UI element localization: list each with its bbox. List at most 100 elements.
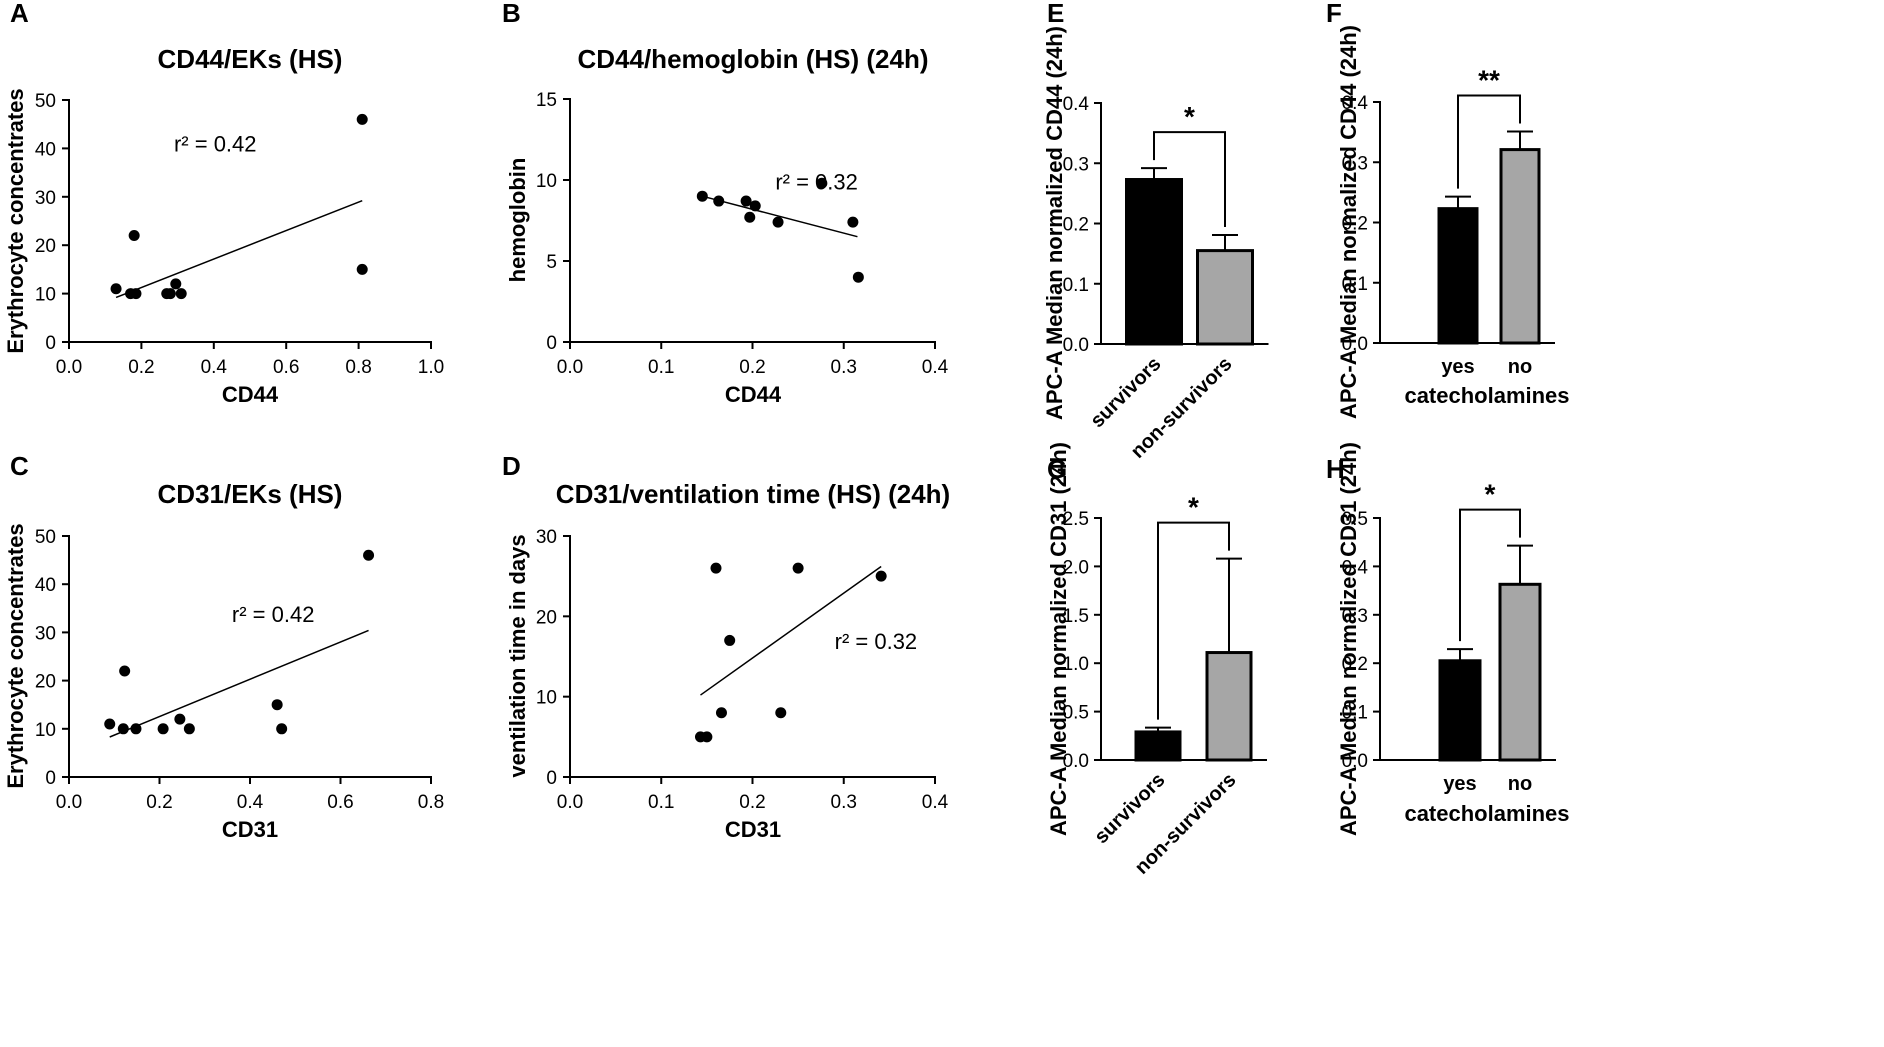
y-tick-label: 0.0 — [1342, 751, 1368, 772]
y-tick-label: 0.5 — [1342, 509, 1368, 530]
y-tick-label: 50 — [35, 91, 56, 112]
x-tick-label: 1.0 — [418, 357, 444, 378]
y-tick-label: 1.0 — [1063, 654, 1089, 675]
bar — [1125, 178, 1183, 346]
x-tick-label: 0.1 — [648, 792, 674, 813]
data-point — [164, 288, 176, 300]
panel-label: G — [1047, 454, 1067, 484]
y-tick-label: 0.0 — [1063, 751, 1089, 772]
y-tick-label: 1.5 — [1063, 606, 1089, 627]
r-squared-annotation: r² = 0.32 — [835, 629, 918, 654]
x-tick-label: 0.4 — [201, 357, 228, 378]
panel-c: C CD31/EKs (HS) 0.0 0.2 0.4 0.6 0.8 0 10 20 30 40 50… — [3, 451, 444, 842]
significance-marker: ** — [1478, 65, 1500, 96]
category-label: yes — [1443, 773, 1476, 795]
x-axis-title: CD31 — [222, 817, 278, 842]
panel-label: H — [1326, 454, 1345, 484]
significance-bracket — [1459, 508, 1521, 642]
category-label: no — [1508, 356, 1532, 378]
panel-d: D CD31/ventilation time (HS) (24h) 0.0 0.1 0… — [502, 451, 950, 842]
regression-line — [115, 199, 363, 299]
y-axis-title: APC-A Median normalized CD31 (24h) — [1336, 442, 1361, 836]
data-point — [744, 211, 756, 223]
data-point — [119, 665, 131, 677]
x-tick-label: 0.8 — [345, 357, 371, 378]
x-tick-label: 0.3 — [831, 792, 857, 813]
x-axis-title: CD31 — [725, 817, 781, 842]
significance-marker: * — [1184, 101, 1195, 132]
x-tick-label: 0.4 — [237, 792, 264, 813]
y-tick-label: 0.0 — [1063, 335, 1089, 356]
data-point — [128, 230, 140, 242]
y-tick-label: 0.2 — [1063, 215, 1089, 236]
data-point — [740, 195, 752, 207]
data-point — [792, 562, 804, 574]
data-point — [104, 718, 116, 730]
panel-label: C — [10, 451, 29, 481]
y-tick-label: 20 — [536, 607, 557, 628]
data-point — [276, 723, 288, 735]
x-tick-label: 0.3 — [831, 357, 857, 378]
data-point — [713, 195, 725, 207]
y-tick-label: 20 — [35, 672, 56, 693]
y-tick-label: 0.3 — [1342, 153, 1368, 174]
x-tick-label: 0.2 — [739, 357, 765, 378]
panel-b: B CD44/hemoglobin (HS) (24h) 0.0 0.1 0.2 0.3 0… — [502, 0, 949, 407]
data-point — [174, 713, 186, 725]
y-tick-label: 0.3 — [1063, 154, 1089, 175]
panel-label: D — [502, 451, 521, 481]
y-tick-label: 0.4 — [1342, 93, 1369, 114]
bar — [1499, 148, 1541, 345]
x-tick-label: 0.0 — [56, 357, 82, 378]
x-tick-label: 0.0 — [56, 792, 82, 813]
x-tick-label: 0.6 — [327, 792, 353, 813]
data-point — [816, 177, 828, 189]
data-point — [701, 731, 713, 743]
y-tick-label: 0.1 — [1342, 703, 1368, 724]
data-point — [749, 200, 761, 212]
data-point — [130, 288, 142, 300]
data-point — [875, 570, 887, 582]
bar — [1438, 659, 1482, 762]
data-point — [170, 278, 182, 290]
r-squared-annotation: r² = 0.42 — [232, 602, 315, 627]
regression-line — [702, 195, 858, 238]
chart-title: CD31/EKs (HS) — [158, 479, 343, 509]
y-tick-label: 0.5 — [1063, 703, 1089, 724]
y-tick-label: 0.2 — [1342, 214, 1368, 235]
chart-title: CD44/hemoglobin (HS) (24h) — [577, 44, 928, 74]
significance-bracket — [1457, 94, 1521, 189]
y-tick-label: 20 — [35, 236, 56, 257]
regression-line — [700, 565, 882, 696]
significance-marker: * — [1485, 479, 1496, 510]
bar — [1196, 249, 1254, 346]
data-point — [110, 283, 122, 295]
data-point — [356, 113, 368, 125]
data-point — [117, 723, 129, 735]
panel-label: B — [502, 0, 521, 28]
y-tick-label: 0 — [45, 333, 56, 354]
x-tick-label: 0.6 — [273, 357, 299, 378]
y-tick-label: 10 — [35, 285, 56, 306]
x-axis-title: CD44 — [725, 382, 782, 407]
x-axis-title: catecholamines — [1404, 383, 1569, 408]
chart-title: CD44/EKs (HS) — [158, 44, 343, 74]
data-point — [183, 723, 195, 735]
y-tick-label: 40 — [35, 139, 56, 160]
data-point — [775, 707, 787, 719]
data-point — [724, 634, 736, 646]
y-tick-label: 30 — [536, 527, 557, 548]
y-axis-title: APC-A Median normalized CD31 (24h) — [1046, 442, 1071, 836]
data-point — [175, 288, 187, 300]
y-tick-label: 10 — [536, 171, 557, 192]
x-tick-label: 0.4 — [922, 357, 949, 378]
y-tick-label: 10 — [536, 688, 557, 709]
x-tick-label: 0.8 — [418, 792, 444, 813]
y-tick-label: 0 — [546, 768, 557, 789]
y-axis-title: ventilation time in days — [505, 534, 530, 777]
data-point — [710, 562, 722, 574]
data-point — [356, 263, 368, 275]
